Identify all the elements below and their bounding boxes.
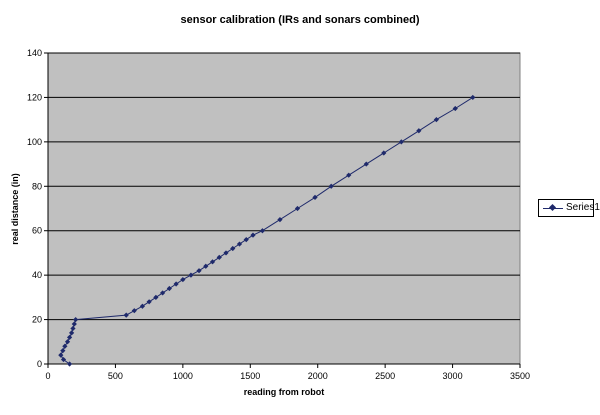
y-tick-label: 140 — [27, 48, 42, 58]
data-point — [209, 259, 216, 265]
data-point — [250, 232, 256, 238]
data-point — [70, 325, 76, 332]
tick-labels: 0 20 40 60 80 100 120 140 0 500 1000 1500 2000 2500 30… — [27, 48, 530, 381]
data-point — [131, 308, 137, 314]
x-tick-label: 2000 — [308, 371, 328, 381]
data-point — [381, 150, 387, 156]
data-point — [223, 250, 229, 256]
y-tick-label: 20 — [32, 315, 42, 325]
x-tick-label: 1000 — [173, 371, 193, 381]
data-point — [398, 139, 404, 145]
data-point — [146, 299, 152, 305]
data-point — [71, 321, 77, 327]
data-point — [123, 312, 129, 318]
y-tick-label: 0 — [37, 359, 42, 369]
data-point — [73, 316, 79, 323]
x-tick-label: 500 — [108, 371, 123, 381]
data-point — [60, 348, 66, 354]
data-point — [416, 128, 422, 134]
data-point — [153, 294, 159, 300]
plot-area — [47, 52, 521, 365]
y-axis-label: real distance (in) — [10, 173, 20, 245]
x-tick-label: 3000 — [443, 371, 463, 381]
x-tick-label: 2500 — [375, 371, 395, 381]
legend: Series1 — [538, 199, 600, 217]
data-point — [346, 172, 352, 178]
data-point — [328, 183, 334, 189]
data-point — [216, 254, 222, 260]
data-point — [259, 228, 266, 234]
y-tick-label: 60 — [32, 226, 42, 236]
data-point — [236, 241, 243, 247]
data-point — [60, 356, 67, 363]
data-point — [294, 205, 301, 212]
x-tick-label: 1500 — [240, 371, 260, 381]
data-point — [64, 339, 71, 345]
legend-label: Series1 — [566, 202, 600, 213]
series-layer — [58, 94, 476, 367]
legend-marker-icon — [548, 203, 557, 212]
data-point — [312, 194, 318, 200]
data-point — [66, 334, 73, 340]
x-axis-label: reading from robot — [244, 387, 325, 397]
data-point — [363, 161, 369, 167]
x-tick-label: 0 — [45, 371, 50, 381]
data-point — [69, 330, 75, 336]
data-point — [452, 105, 458, 112]
data-point — [166, 285, 172, 292]
x-tick-label: 3500 — [510, 371, 530, 381]
data-point — [139, 303, 145, 309]
y-tick-label: 40 — [32, 270, 42, 280]
data-point — [58, 352, 64, 358]
data-point — [188, 272, 194, 278]
data-point — [243, 237, 249, 243]
data-point — [180, 276, 186, 283]
gridlines — [48, 52, 520, 321]
data-point — [203, 263, 209, 269]
data-point — [173, 281, 179, 287]
data-point — [66, 361, 73, 367]
axes — [44, 52, 521, 368]
data-point — [277, 217, 283, 223]
chart-title: sensor calibration (IRs and sonars combi… — [181, 14, 420, 26]
data-point — [230, 245, 236, 252]
data-point — [470, 94, 476, 101]
data-point — [160, 290, 166, 296]
data-point — [433, 117, 439, 123]
y-tick-label: 100 — [27, 137, 42, 147]
y-tick-label: 120 — [27, 92, 42, 102]
y-tick-label: 80 — [32, 181, 42, 191]
data-point — [196, 268, 202, 274]
data-point — [62, 343, 68, 349]
